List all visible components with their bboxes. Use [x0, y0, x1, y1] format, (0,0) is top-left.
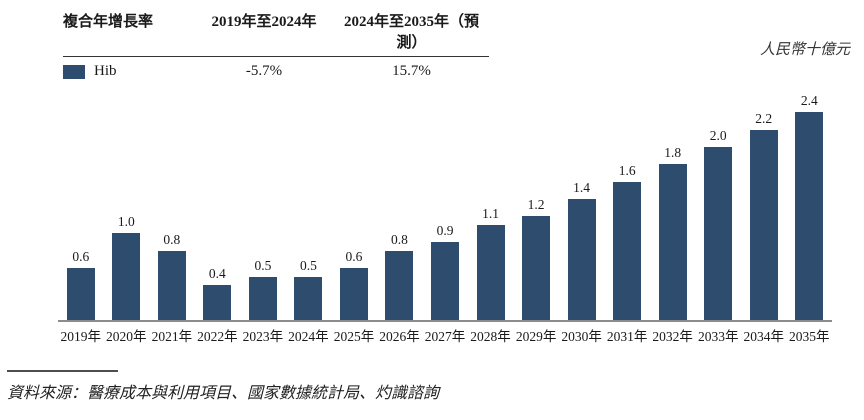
bar-chart: 0.6 1.0 0.8 0.4 0.5 0.5 0.6 0.8 0.9 1.1 1.2 1.4 1.6 1…	[58, 88, 832, 345]
x-axis-tick-label: 2019年	[60, 329, 102, 344]
x-axis-tick-label: 2029年	[515, 329, 557, 344]
bar-value-label: 1.4	[573, 179, 591, 195]
x-axis-tick-label: 2034年	[743, 329, 784, 344]
x-axis-tick-label: 2035年	[789, 329, 830, 344]
x-axis-tick-label: 2028年	[470, 329, 511, 344]
bar	[66, 268, 95, 320]
bar-column: 0.4	[195, 265, 241, 320]
bar	[613, 182, 642, 320]
bar	[112, 233, 141, 320]
cagr-table-header-row: 複合年增長率 2019年至2024年 2024年至2035年（預測）	[63, 10, 489, 57]
bar-value-label: 0.8	[391, 231, 408, 247]
bar	[704, 147, 733, 320]
x-axis-tick-label: 2030年	[561, 329, 602, 344]
x-axis-tick-label: 2026年	[379, 329, 420, 344]
bar-column: 2.2	[741, 110, 787, 320]
x-axis-tick-label: 2023年	[242, 329, 284, 344]
x-axis-tick-label: 2020年	[106, 329, 147, 344]
bar	[795, 112, 824, 320]
x-axis-tick-label: 2025年	[333, 329, 375, 344]
cagr-period2-header: 2024年至2035年（預測）	[343, 14, 479, 51]
bar	[385, 251, 414, 320]
y-axis-unit-label: 人民幣十億元	[759, 42, 850, 58]
bar-value-label: 1.6	[618, 162, 636, 178]
bar	[431, 242, 460, 320]
bar-column: 2.0	[695, 127, 741, 320]
footnote-divider	[7, 370, 118, 372]
bar-value-label: 0.6	[345, 248, 363, 264]
bar-value-label: 2.0	[709, 127, 727, 143]
bar-column: 0.6	[331, 248, 377, 320]
bar-column: 1.2	[513, 196, 559, 320]
bar-value-label: 0.5	[299, 257, 317, 273]
x-axis-tick-label: 2032年	[652, 329, 693, 344]
bar-value-label: 0.5	[254, 257, 272, 273]
bar	[749, 130, 778, 320]
x-axis-tick-label: 2031年	[606, 329, 648, 344]
bar-value-label: 0.4	[208, 265, 226, 281]
bar-value-label: 0.6	[72, 248, 90, 264]
bar-value-label: 1.8	[664, 144, 682, 160]
bar	[203, 285, 232, 320]
plot-area: 0.6 1.0 0.8 0.4 0.5 0.5 0.6 0.8 0.9 1.1 1.2 1.4 1.6 1…	[58, 88, 832, 322]
bar-column: 0.6	[58, 248, 104, 320]
bar-value-label: 0.9	[436, 222, 454, 238]
bar-value-label: 1.1	[482, 205, 499, 221]
bar-column: 0.8	[149, 231, 195, 320]
bar-column: 0.8	[377, 231, 423, 320]
cagr-row-label: 複合年增長率	[63, 14, 154, 30]
bar-value-label: 0.8	[163, 231, 181, 247]
x-axis-tick-label: 2021年	[151, 329, 193, 344]
legend-row: Hib -5.7% 15.7%	[63, 63, 489, 80]
cagr-period2-value: 15.7%	[392, 63, 431, 79]
x-axis: 2019年 2020年 2021年 2022年 2023年 2024年 2025年 2026年…	[58, 325, 832, 345]
bar-column: 1.4	[559, 179, 605, 320]
bar	[658, 164, 687, 320]
bar	[339, 268, 368, 320]
bar-value-label: 2.4	[800, 92, 818, 108]
bar	[157, 251, 186, 320]
legend-series-label: Hib	[94, 63, 117, 79]
bar	[248, 277, 277, 320]
x-axis-tick-label: 2027年	[424, 329, 466, 344]
bar-column: 0.5	[240, 257, 286, 320]
bar-column: 1.8	[650, 144, 696, 320]
x-axis-tick-label: 2033年	[697, 329, 739, 344]
legend-swatch-icon	[63, 64, 85, 79]
cagr-table: 複合年增長率 2019年至2024年 2024年至2035年（預測） Hib -…	[63, 10, 489, 80]
bar-column: 0.5	[286, 257, 332, 320]
bar	[522, 216, 551, 320]
bar-column: 1.0	[104, 213, 150, 320]
bar-column: 2.4	[787, 92, 833, 320]
bar-column: 1.1	[468, 205, 514, 320]
x-axis-tick-label: 2022年	[197, 329, 238, 344]
bar-value-label: 1.2	[527, 196, 545, 212]
bar	[294, 277, 323, 320]
bar	[476, 225, 505, 320]
source-note: 資料來源：醫療成本與利用項目、國家數據統計局、灼識諮詢	[7, 385, 440, 402]
bar-value-label: 2.2	[755, 110, 773, 126]
cagr-period1-value: -5.7%	[245, 63, 283, 79]
legend-entry: Hib	[63, 63, 194, 80]
bar-value-label: 1.0	[117, 213, 135, 229]
bar-column: 1.6	[604, 162, 650, 320]
x-axis-tick-label: 2024年	[288, 329, 329, 344]
cagr-period1-header: 2019年至2024年	[211, 14, 317, 30]
bar-column: 0.9	[422, 222, 468, 320]
bar	[567, 199, 596, 320]
